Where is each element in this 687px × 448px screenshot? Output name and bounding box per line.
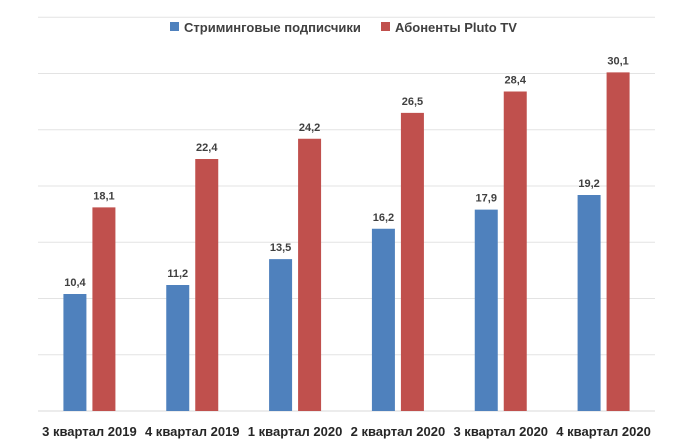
bar-pluto: [400, 112, 424, 411]
bar-pluto: [92, 207, 116, 411]
legend-label-pluto: Абоненты Pluto TV: [395, 20, 517, 35]
data-label: 13,5: [270, 242, 291, 254]
x-tick-label: 3 квартал 2020: [453, 424, 548, 439]
gridlines: [38, 16, 655, 412]
bars: [63, 72, 630, 411]
data-label: 26,5: [402, 96, 423, 108]
bar-streaming: [63, 294, 87, 411]
bar-streaming: [577, 195, 601, 411]
x-axis: 3 квартал 2019 4 квартал 2019 1 квартал 20…: [42, 424, 651, 439]
bar-streaming: [166, 285, 190, 411]
data-label: 16,2: [373, 212, 394, 224]
bar-pluto: [606, 72, 630, 411]
x-tick-label: 1 квартал 2020: [248, 424, 343, 439]
bar-streaming: [474, 209, 498, 411]
data-label: 24,2: [299, 122, 320, 134]
data-label: 11,2: [167, 268, 188, 280]
data-label: 18,1: [93, 190, 114, 202]
legend-swatch-pluto: [381, 22, 390, 31]
legend-swatch-streaming: [170, 22, 179, 31]
data-label: 28,4: [505, 75, 527, 87]
bar-pluto: [298, 138, 322, 411]
data-label: 19,2: [578, 178, 599, 190]
bar-streaming: [269, 259, 293, 411]
data-label: 22,4: [196, 142, 218, 154]
bar-streaming: [371, 228, 395, 411]
data-label: 17,9: [476, 193, 497, 205]
x-tick-label: 4 квартал 2020: [556, 424, 651, 439]
x-tick-label: 3 квартал 2019: [42, 424, 137, 439]
data-labels: 10,4 18,1 11,2 22,4 13,5 24,2 16,2 26,5 17,9 28,4…: [64, 55, 629, 289]
data-label: 10,4: [64, 277, 86, 289]
x-tick-label: 4 квартал 2019: [145, 424, 240, 439]
x-tick-label: 2 квартал 2020: [351, 424, 446, 439]
legend: Стриминговые подписчики Абоненты Pluto T…: [170, 20, 517, 35]
data-label: 30,1: [607, 55, 628, 67]
bar-pluto: [195, 159, 219, 411]
legend-label-streaming: Стриминговые подписчики: [184, 20, 361, 35]
bar-pluto: [503, 91, 527, 411]
